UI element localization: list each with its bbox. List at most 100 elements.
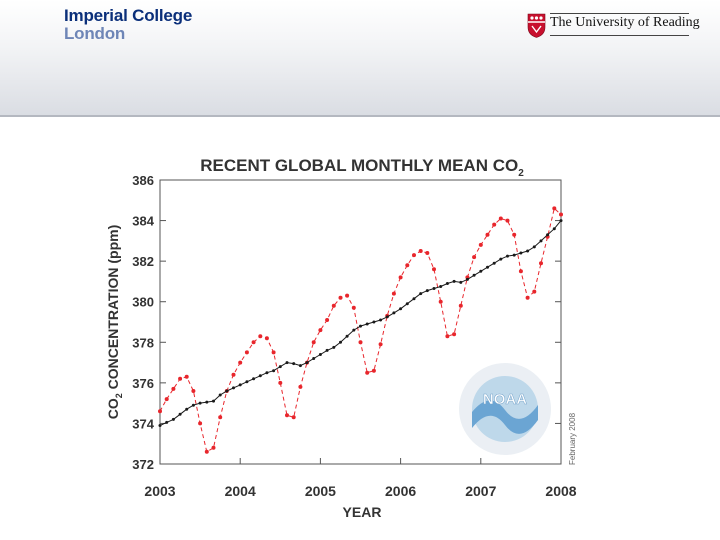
data-point [472, 273, 476, 277]
data-point [345, 334, 349, 338]
data-point [506, 254, 509, 258]
reading-logo-top-rule [550, 13, 689, 14]
data-point [244, 350, 249, 355]
data-point [512, 232, 517, 237]
data-point [218, 415, 223, 420]
data-point [198, 421, 203, 426]
noaa-bird-icon [472, 400, 538, 434]
data-point [518, 269, 523, 274]
data-point [559, 212, 563, 217]
data-point [412, 297, 416, 301]
data-point [164, 397, 169, 402]
data-point [158, 409, 162, 414]
x-tick-label: 2007 [465, 483, 496, 499]
data-point [432, 267, 436, 272]
data-point [445, 334, 450, 339]
y-axis: 372 374 376 378 380 382 384 386 [132, 173, 561, 472]
data-point [325, 348, 329, 352]
data-point [198, 401, 202, 405]
data-point [486, 265, 489, 269]
data-point [552, 206, 557, 211]
reading-logo-bottom-rule [550, 35, 689, 36]
data-point [439, 285, 443, 288]
trend-series [158, 219, 563, 427]
data-point [352, 328, 356, 332]
data-point [458, 303, 463, 308]
data-point [445, 282, 449, 285]
data-point [425, 289, 429, 293]
data-point [285, 413, 289, 418]
data-point [499, 257, 503, 261]
data-point [472, 255, 477, 260]
data-point [398, 275, 403, 280]
imperial-logo-line1: Imperial College [64, 6, 193, 25]
x-axis-label: YEAR [343, 504, 382, 520]
plot-frame [159, 179, 562, 465]
data-point [345, 293, 350, 298]
data-point [418, 249, 423, 253]
data-point [519, 251, 523, 255]
data-point [391, 291, 396, 296]
data-point [478, 242, 483, 247]
data-point [271, 350, 276, 355]
data-point [419, 292, 423, 296]
data-point [171, 417, 175, 421]
y-tick-label: 378 [132, 335, 154, 350]
y-tick-label: 384 [132, 214, 154, 229]
data-point [351, 305, 356, 310]
data-point [251, 340, 256, 345]
data-point [178, 412, 182, 416]
data-point [218, 393, 222, 397]
data-point [539, 239, 543, 243]
x-tick-label: 2005 [305, 483, 336, 499]
data-point [405, 302, 409, 306]
x-tick-label: 2008 [545, 483, 576, 499]
data-point [178, 376, 183, 381]
data-point [298, 364, 302, 368]
data-point [532, 289, 537, 294]
data-point [252, 377, 256, 381]
data-point [204, 449, 209, 454]
data-point [525, 295, 530, 300]
data-point [459, 280, 463, 284]
data-point [552, 227, 556, 231]
data-point [191, 389, 196, 393]
data-point [265, 371, 269, 375]
data-point [238, 360, 243, 365]
chart-title-subscript: 2 [518, 168, 524, 179]
noaa-watermark: NOAA February 2008 [459, 363, 577, 465]
x-tick-label: 2006 [385, 483, 416, 499]
data-point [238, 383, 242, 387]
data-point [298, 384, 303, 389]
data-point [278, 365, 282, 369]
data-point [365, 322, 369, 326]
data-point [358, 340, 363, 345]
data-point [285, 361, 289, 365]
data-point [171, 386, 176, 391]
data-point [432, 287, 436, 290]
y-axis-label-post: CONCENTRATION (ppm) [105, 225, 121, 394]
data-point [465, 277, 469, 281]
data-point [365, 370, 370, 375]
data-point [479, 269, 483, 273]
data-point [212, 399, 215, 403]
data-point [546, 233, 550, 237]
data-point [399, 307, 403, 311]
data-point [231, 372, 236, 377]
data-point [532, 245, 536, 249]
chart-title: RECENT GLOBAL MONTHLY MEAN CO2 [200, 156, 524, 179]
imperial-logo-line2: London [64, 24, 126, 43]
y-tick-label: 376 [132, 376, 154, 391]
reading-logo-text: The University of Reading [550, 15, 700, 30]
data-point [338, 295, 343, 300]
data-point [165, 420, 169, 424]
y-axis-label: CO2 CONCENTRATION (ppm) [105, 225, 124, 420]
data-point [185, 407, 189, 411]
data-point [359, 324, 362, 328]
y-axis-label-pre: CO [105, 398, 121, 419]
x-tick-label: 2004 [225, 483, 256, 499]
data-point [158, 424, 162, 427]
data-point [485, 232, 490, 237]
data-point [559, 219, 563, 223]
x-axis: 2003 2004 2005 2006 2007 2008 [144, 458, 577, 499]
